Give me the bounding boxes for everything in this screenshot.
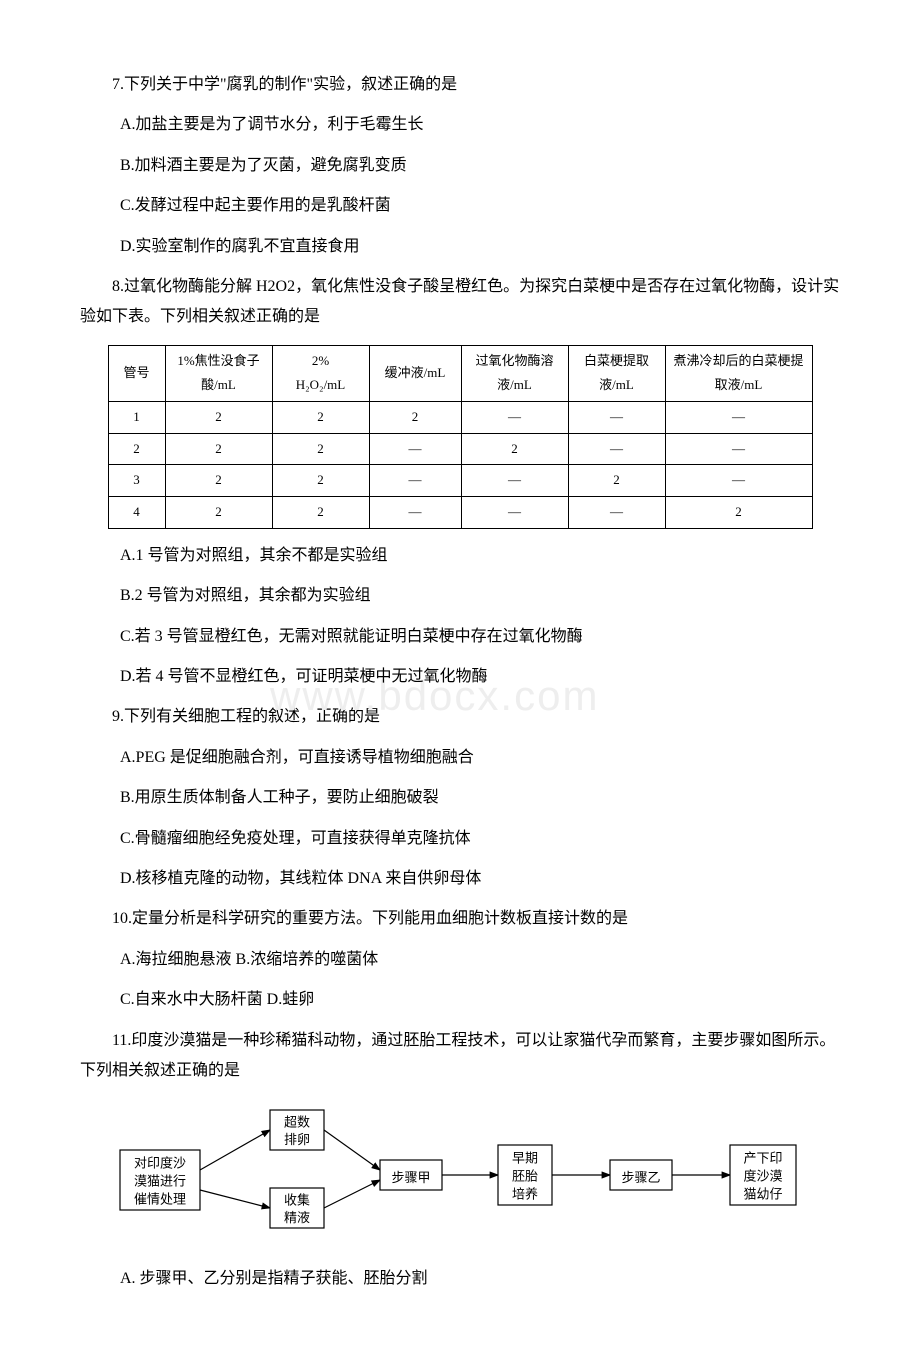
q8-table-cell: — [665,402,812,434]
q8-table-cell: 2 [568,465,665,497]
q8-table-cell: — [461,402,568,434]
q8-table-cell: 2 [165,497,272,529]
svg-text:猫幼仔: 猫幼仔 [743,1187,782,1202]
q8-table-cell: 2 [272,465,369,497]
svg-text:早期: 早期 [512,1151,538,1166]
q9-opt-a: A.PEG 是促细胞融合剂，可直接诱导植物细胞融合 [80,743,840,773]
svg-text:排卵: 排卵 [284,1132,310,1147]
q8-table-cell: 1 [108,402,165,434]
q8-table-cell: 2 [272,433,369,465]
q8-table-cell: 2 [165,465,272,497]
q8-table-cell: — [568,402,665,434]
q8-table-header: 煮沸冷却后的白菜梗提取液/mL [665,345,812,401]
q7-opt-a: A.加盐主要是为了调节水分，利于毛霉生长 [80,110,840,140]
q8-table-cell: — [461,497,568,529]
q8-table-cell: 3 [108,465,165,497]
q9-stem: 9.下列有关细胞工程的叙述，正确的是 [80,702,840,732]
q8-table-header: 缓冲液/mL [369,345,461,401]
q7-opt-b: B.加料酒主要是为了灭菌，避免腐乳变质 [80,151,840,181]
svg-text:胚胎: 胚胎 [512,1169,538,1184]
q8-table-cell: — [369,497,461,529]
svg-text:步骤甲: 步骤甲 [391,1170,430,1185]
q11-flowchart: 对印度沙漠猫进行催情处理 超数排卵收集精液 步骤甲 早期胚胎培养 步骤乙 产下印度沙漠猫幼… [80,1100,840,1250]
svg-text:漠猫进行: 漠猫进行 [134,1174,186,1189]
q8-opt-c: C.若 3 号管显橙红色，无需对照就能证明白菜梗中存在过氧化物酶 [80,622,840,652]
q8-table-cell: 2 [165,402,272,434]
q8-table-cell: — [665,465,812,497]
q8-table-cell: — [461,465,568,497]
q7-opt-c: C.发酵过程中起主要作用的是乳酸杆菌 [80,191,840,221]
q7-stem: 7.下列关于中学"腐乳的制作"实验，叙述正确的是 [80,70,840,100]
q8-table-cell: 2 [369,402,461,434]
q8-table-cell: 4 [108,497,165,529]
q7-opt-d: D.实验室制作的腐乳不宜直接食用 [80,232,840,262]
svg-text:超数: 超数 [284,1115,310,1130]
q8-table-cell: — [369,433,461,465]
q8-table-cell: 2 [272,402,369,434]
q9-opt-d: D.核移植克隆的动物，其线粒体 DNA 来自供卵母体 [80,864,840,894]
q8-table-header: 管号 [108,345,165,401]
q11-opt-a: A. 步骤甲、乙分别是指精子获能、胚胎分割 [80,1264,840,1294]
q8-table-cell: — [369,465,461,497]
q8-opt-b: B.2 号管为对照组，其余都为实验组 [80,581,840,611]
q8-table-cell: — [568,433,665,465]
svg-text:培养: 培养 [512,1187,538,1202]
q9-opt-b: B.用原生质体制备人工种子，要防止细胞破裂 [80,783,840,813]
q8-opt-d: D.若 4 号管不显橙红色，可证明菜梗中无过氧化物酶 [80,662,840,692]
svg-text:收集: 收集 [284,1193,310,1208]
q8-stem: 8.过氧化物酶能分解 H2O2，氧化焦性没食子酸呈橙红色。为探究白菜梗中是否存在… [80,272,840,333]
svg-text:对印度沙: 对印度沙 [134,1156,186,1171]
q8-table-header: 2%H₂O₂/mL [272,345,369,401]
q8-table-cell: — [665,433,812,465]
q8-table-header: 过氧化物酶溶液/mL [461,345,568,401]
q8-opt-a: A.1 号管为对照组，其余不都是实验组 [80,541,840,571]
q10-stem: 10.定量分析是科学研究的重要方法。下列能用血细胞计数板直接计数的是 [80,904,840,934]
q8-table-header: 1%焦性没食子酸/mL [165,345,272,401]
q8-table-header: 白菜梗提取液/mL [568,345,665,401]
svg-text:步骤乙: 步骤乙 [621,1170,660,1185]
q8-table-cell: 2 [461,433,568,465]
q8-table-cell: 2 [165,433,272,465]
q8-table-cell: — [568,497,665,529]
q8-table-cell: 2 [665,497,812,529]
q10-opt-ab: A.海拉细胞悬液 B.浓缩培养的噬菌体 [80,945,840,975]
q8-table-cell: 2 [272,497,369,529]
q8-table: 管号1%焦性没食子酸/mL2%H₂O₂/mL缓冲液/mL过氧化物酶溶液/mL白菜… [108,345,813,529]
svg-text:精液: 精液 [284,1210,310,1225]
svg-text:度沙漠: 度沙漠 [743,1169,782,1184]
q8-table-cell: 2 [108,433,165,465]
q9-opt-c: C.骨髓瘤细胞经免疫处理，可直接获得单克隆抗体 [80,824,840,854]
svg-text:产下印: 产下印 [743,1151,782,1166]
q11-stem: 11.印度沙漠猫是一种珍稀猫科动物，通过胚胎工程技术，可以让家猫代孕而繁育，主要… [80,1026,840,1087]
q10-opt-cd: C.自来水中大肠杆菌 D.蛙卵 [80,985,840,1015]
svg-text:催情处理: 催情处理 [134,1192,186,1207]
